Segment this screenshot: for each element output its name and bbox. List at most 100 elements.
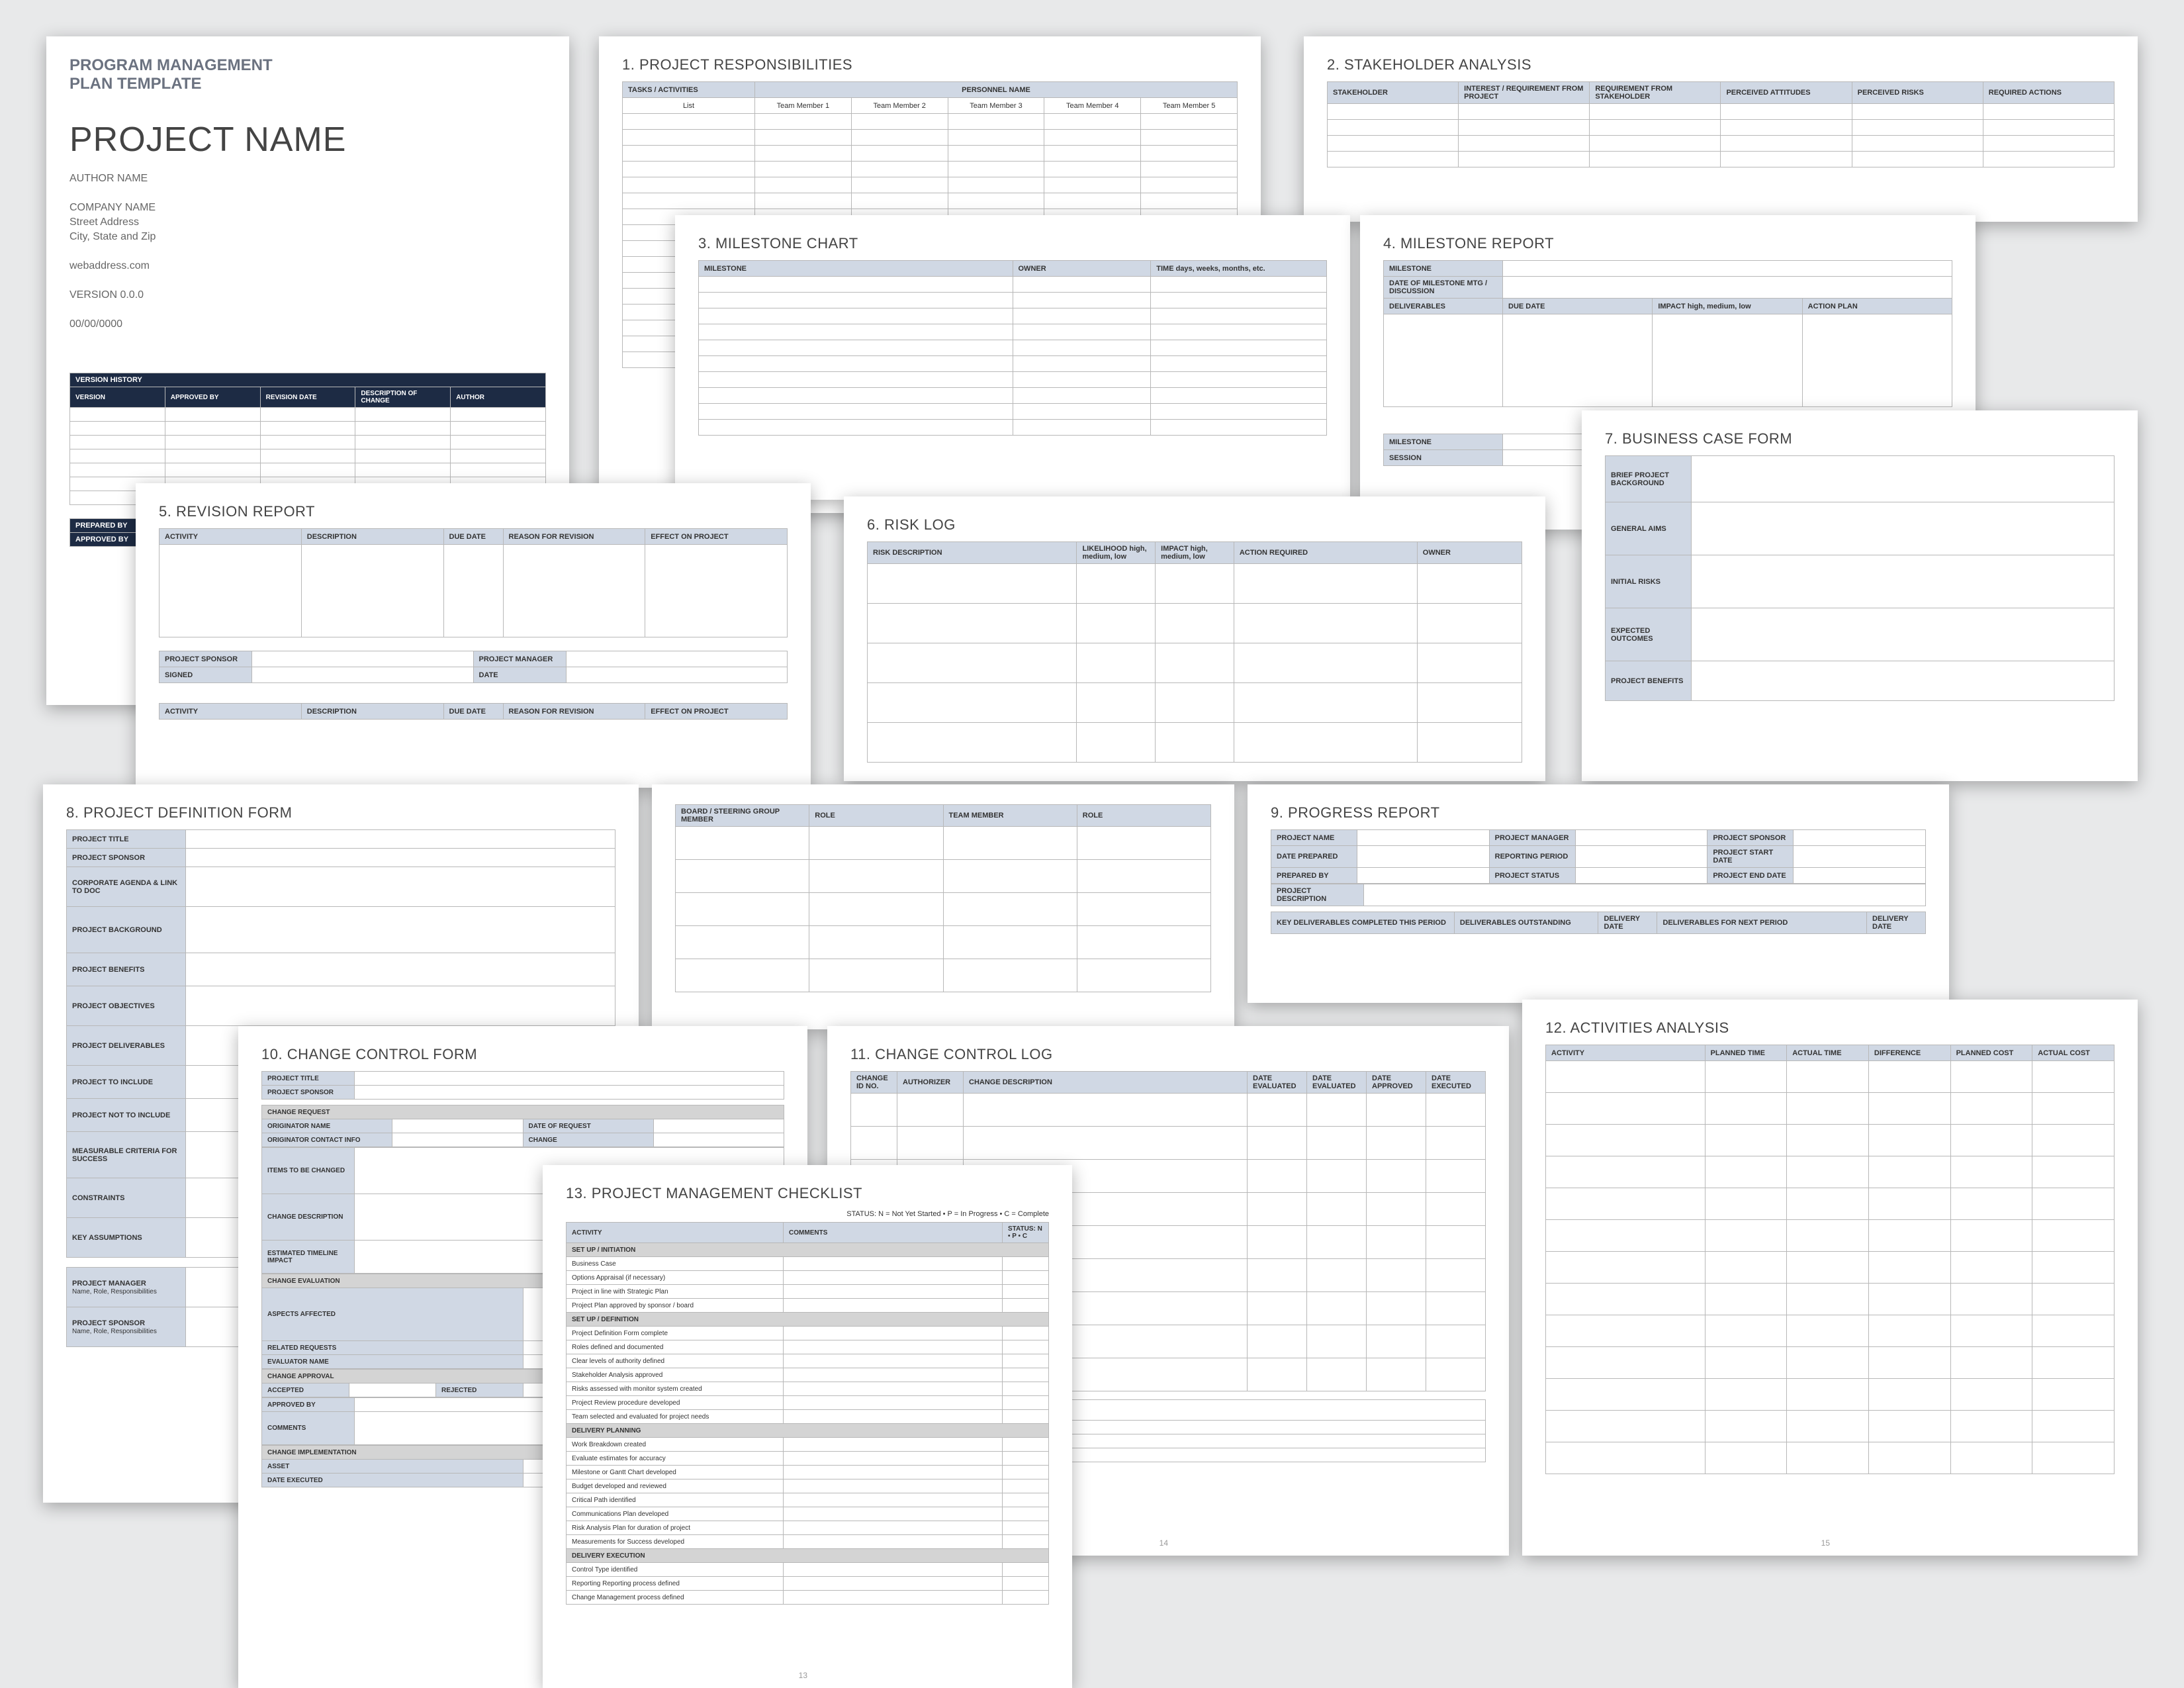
row-sublabel: Name, Role, Responsibilities [72,1328,157,1335]
page-revision-report: 5. REVISION REPORT ACTIVITY DESCRIPTION … [136,483,811,788]
web-address: webaddress.com [69,260,546,272]
page-risk-log: 6. RISK LOG RISK DESCRIPTION LIKELIHOOD … [844,496,1545,781]
status-legend: STATUS: N = Not Yet Started • P = In Pro… [566,1210,1049,1218]
sub-col: List [623,98,755,114]
col: STATUS: N • P • C [1003,1223,1049,1243]
col: PERCEIVED ATTITUDES [1721,82,1852,104]
row-label: CHANGE [523,1133,653,1147]
sub-col: Team Member 4 [1044,98,1141,114]
street-address: Street Address [69,216,546,228]
row-label: PROJECT TITLE [262,1072,355,1086]
progress-desc: PROJECT DESCRIPTION [1271,884,1926,906]
progress-header-table: PROJECT NAMEPROJECT MANAGERPROJECT SPONS… [1271,829,1926,884]
col: DESCRIPTION [301,704,443,720]
row-label: ITEMS TO BE CHANGED [262,1148,355,1194]
col: DATE EXECUTED [1426,1072,1486,1094]
row-label: ORIGINATOR NAME [262,1119,392,1133]
col: IMPACT high, medium, low [1653,299,1802,314]
row-label: PROJECT SPONSOR [159,651,252,667]
vh-col: AUTHOR [451,387,546,408]
page-activities-analysis: 12. ACTIVITIES ANALYSIS ACTIVITY PLANNED… [1522,1000,2138,1556]
col: LIKELIHOOD high, medium, low [1077,542,1156,564]
row-label: GENERAL AIMS [1606,502,1692,555]
business-case-table: BRIEF PROJECT BACKGROUND GENERAL AIMS IN… [1605,455,2115,701]
checklist-table: ACTIVITY COMMENTS STATUS: N • P • C SET … [566,1222,1049,1605]
page-steering-group: BOARD / STEERING GROUP MEMBER ROLE TEAM … [652,784,1234,1029]
col: ACTUAL COST [2032,1045,2115,1061]
row-label: DATE OF MILESTONE MTG / DISCUSSION [1384,277,1503,299]
col: IMPACT high, medium, low [1156,542,1234,564]
col: EFFECT ON PROJECT [645,704,788,720]
section-title: 6. RISK LOG [867,516,1522,534]
row-label: INITIAL RISKS [1606,555,1692,608]
section-title: 11. CHANGE CONTROL LOG [850,1046,1486,1063]
row-label: REJECTED [436,1383,523,1397]
sub-col: Team Member 1 [755,98,852,114]
page-stakeholder: 2. STAKEHOLDER ANALYSIS STAKEHOLDER INTE… [1304,36,2138,222]
row-label: MILESTONE [1384,261,1503,277]
page-pm-checklist: 13. PROJECT MANAGEMENT CHECKLIST STATUS:… [543,1165,1072,1688]
col: ROLE [809,805,943,827]
col: DATE EVALUATED [1248,1072,1307,1094]
doc-title-1: PROGRAM MANAGEMENT [69,56,546,75]
milestone-report-table: MILESTONE DATE OF MILESTONE MTG / DISCUS… [1383,260,1952,407]
row-label: CHANGE DESCRIPTION [262,1194,355,1241]
section-title: 9. PROGRESS REPORT [1271,804,1926,821]
row-label: ASSET [262,1460,523,1474]
col: ACTIVITY [159,529,302,545]
row-label: ACCEPTED [262,1383,349,1397]
row-label: DATE [473,667,566,683]
section-title: 3. MILESTONE CHART [698,235,1327,252]
section-title: 1. PROJECT RESPONSIBILITIES [622,56,1238,73]
sub-col: Team Member 5 [1141,98,1238,114]
sponsor-table: PROJECT SPONSOR PROJECT MANAGER SIGNED D… [159,651,788,683]
col: DESCRIPTION [301,529,443,545]
milestone-chart-table: MILESTONE OWNER TIME days, weeks, months… [698,260,1327,436]
section-title: 2. STAKEHOLDER ANALYSIS [1327,56,2115,73]
row-label: PROJECT BENEFITS [1606,661,1692,701]
page-number: 15 [1821,1538,1830,1548]
row-label: DATE OF REQUEST [523,1119,653,1133]
col: DELIVERY DATE [1598,912,1657,934]
row-label: APPROVED BY [262,1398,355,1412]
page-milestone-chart: 3. MILESTONE CHART MILESTONE OWNER TIME … [675,215,1350,500]
section-title: 13. PROJECT MANAGEMENT CHECKLIST [566,1185,1049,1202]
row-label: PROJECT MANAGER [473,651,566,667]
col: BOARD / STEERING GROUP MEMBER [676,805,809,827]
col: DUE DATE [1503,299,1653,314]
steering-table: BOARD / STEERING GROUP MEMBER ROLE TEAM … [675,804,1211,992]
col: PLANNED TIME [1705,1045,1787,1061]
col: ACTIVITY [159,704,302,720]
col: PERCEIVED RISKS [1852,82,1983,104]
col: ROLE [1077,805,1210,827]
col: STAKEHOLDER [1328,82,1459,104]
row-label: PROJECT SPONSOR [262,1086,355,1100]
col: ACTUAL TIME [1787,1045,1869,1061]
row-label: MILESTONE [1384,434,1503,450]
col-tasks: TASKS / ACTIVITIES [623,82,755,98]
city-state-zip: City, State and Zip [69,231,546,243]
row-label: BRIEF PROJECT BACKGROUND [1606,456,1692,502]
col: DUE DATE [443,529,503,545]
page-number: 14 [1160,1538,1168,1548]
revision-table: ACTIVITY DESCRIPTION DUE DATE REASON FOR… [159,528,788,637]
row-label: ESTIMATED TIMELINE IMPACT [262,1241,355,1274]
section-title: 8. PROJECT DEFINITION FORM [66,804,615,821]
row-label: PROJECT SPONSOR [72,1319,145,1327]
col: PLANNED COST [1950,1045,2032,1061]
vh-col: REVISION DATE [260,387,355,408]
col: ACTION REQUIRED [1234,542,1417,564]
col: REASON FOR REVISION [503,704,645,720]
doc-title-2: PLAN TEMPLATE [69,75,546,93]
deliverables-table: KEY DELIVERABLES COMPLETED THIS PERIOD D… [1271,912,1926,934]
col: DELIVERABLES OUTSTANDING [1454,912,1598,934]
ccf-change-request: CHANGE REQUEST ORIGINATOR NAME DATE OF R… [261,1105,784,1147]
col: ACTION PLAN [1802,299,1952,314]
col: REQUIRED ACTIONS [1983,82,2114,104]
col: INTEREST / REQUIREMENT FROM PROJECT [1459,82,1590,104]
col: CHANGE DESCRIPTION [964,1072,1248,1094]
col: AUTHORIZER [897,1072,964,1094]
col: OWNER [1013,261,1151,277]
vh-col: DESCRIPTION OF CHANGE [355,387,451,408]
row-label: SESSION [1384,450,1503,466]
